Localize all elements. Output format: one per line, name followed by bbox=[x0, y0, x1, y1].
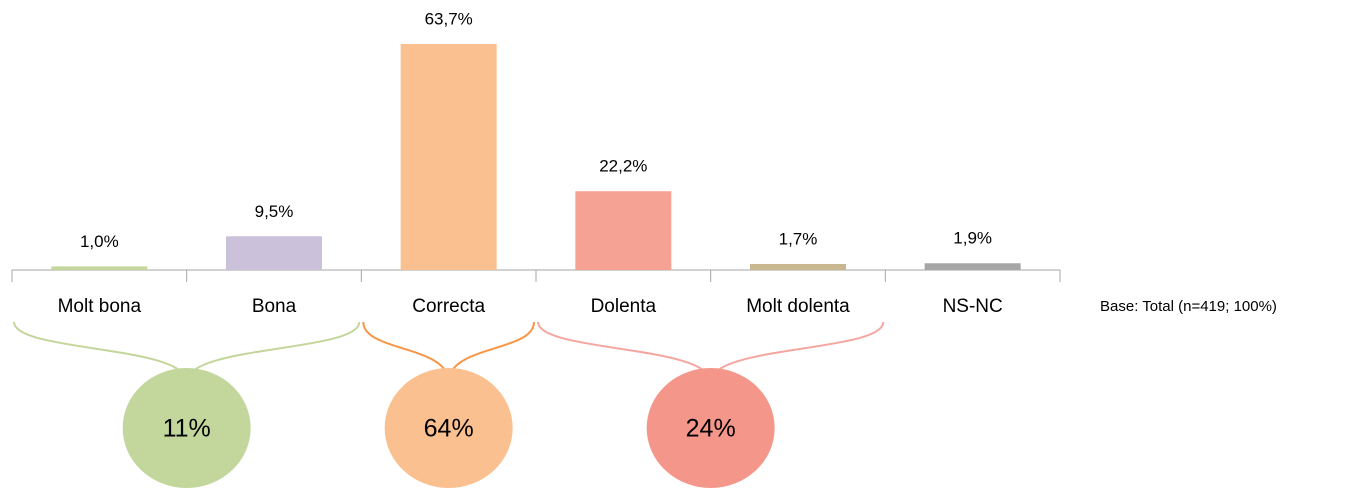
group-circle bbox=[646, 368, 775, 488]
category-label: Dolenta bbox=[591, 296, 657, 317]
bar bbox=[400, 44, 497, 270]
category-label: NS-NC bbox=[943, 296, 1003, 317]
value-label: 1,0% bbox=[80, 232, 119, 251]
category-label: Bona bbox=[252, 296, 297, 317]
bar bbox=[51, 266, 148, 270]
group-circle bbox=[384, 368, 513, 488]
group-label: 24% bbox=[686, 415, 736, 443]
category-label: Correcta bbox=[412, 296, 485, 317]
value-label: 63,7% bbox=[425, 9, 473, 28]
category-label: Molt dolenta bbox=[746, 296, 850, 317]
bar bbox=[924, 263, 1021, 270]
value-label: 22,2% bbox=[599, 157, 647, 176]
group-circle bbox=[122, 368, 251, 488]
bar bbox=[226, 236, 322, 270]
bar bbox=[575, 191, 672, 270]
value-label: 1,7% bbox=[779, 229, 818, 248]
group-label: 11% bbox=[163, 415, 211, 443]
value-label: 1,9% bbox=[953, 229, 992, 248]
bar bbox=[750, 263, 846, 270]
value-label: 9,5% bbox=[255, 202, 294, 221]
group-label: 64% bbox=[424, 415, 474, 443]
category-label: Molt bona bbox=[58, 296, 142, 317]
base-note: Base: Total (n=419; 100%) bbox=[1100, 298, 1277, 315]
